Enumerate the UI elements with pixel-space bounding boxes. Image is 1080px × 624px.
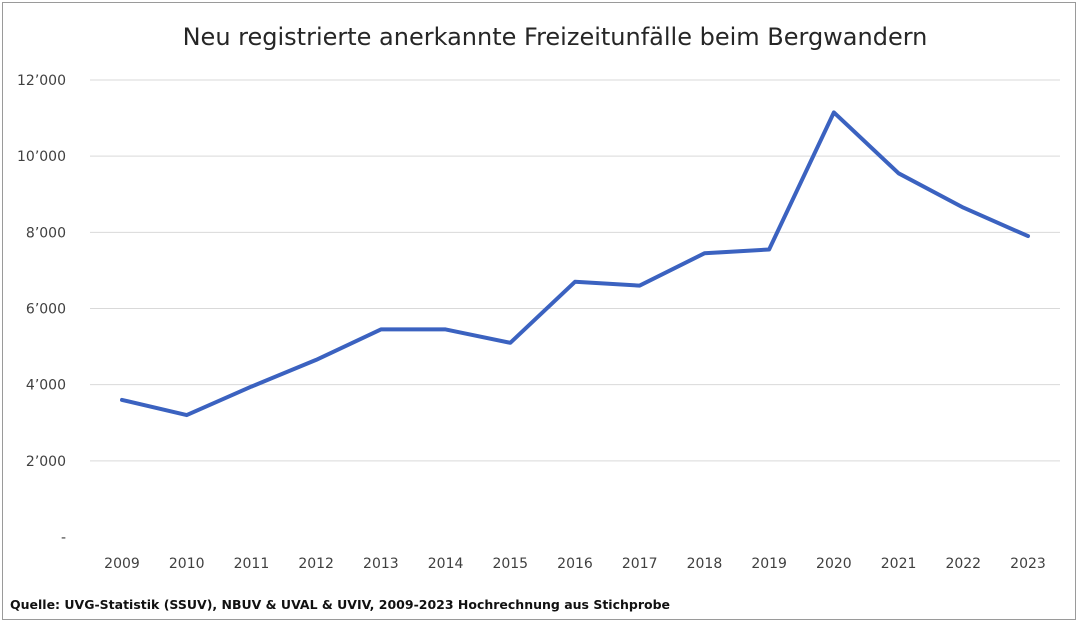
x-tick-label: 2009 (104, 556, 140, 572)
y-tick-label: 12’000 (17, 73, 66, 89)
y-gridlines (90, 79, 1060, 462)
x-axis-tick-labels: 2009 2010 2011 2012 2013 2014 2015 2016 2017 2018… (104, 556, 1046, 572)
series-lines (120, 110, 1030, 418)
x-tick-label: 2019 (751, 556, 787, 572)
x-tick-label: 2023 (1010, 556, 1046, 572)
x-tick-label: 2011 (234, 556, 270, 572)
x-tick-label: 2016 (557, 556, 593, 572)
x-tick-label: 2022 (945, 556, 981, 572)
y-tick-label: 2’000 (26, 454, 66, 470)
y-axis-tick-labels: - 2’000 4’000 6’000 8’000 10’000 12’000 (17, 73, 66, 546)
chart-title: Neu registrierte anerkannte Freizeitunfä… (183, 23, 928, 51)
x-tick-label: 2015 (492, 556, 528, 572)
x-tick-label: 2012 (298, 556, 334, 572)
series-line (120, 110, 1030, 418)
x-tick-label: 2018 (687, 556, 723, 572)
x-tick-label: 2014 (428, 556, 464, 572)
y-tick-label: 10’000 (17, 149, 66, 165)
x-tick-label: 2020 (816, 556, 852, 572)
x-tick-label: 2013 (363, 556, 399, 572)
y-tick-label: - (61, 530, 66, 546)
y-tick-label: 4’000 (26, 378, 66, 394)
y-tick-label: 6’000 (26, 302, 66, 318)
x-tick-label: 2017 (622, 556, 658, 572)
y-tick-label: 8’000 (26, 225, 66, 241)
source-note: Quelle: UVG-Statistik (SSUV), NBUV & UVA… (10, 597, 670, 612)
x-tick-label: 2010 (169, 556, 205, 572)
x-tick-label: 2021 (881, 556, 917, 572)
